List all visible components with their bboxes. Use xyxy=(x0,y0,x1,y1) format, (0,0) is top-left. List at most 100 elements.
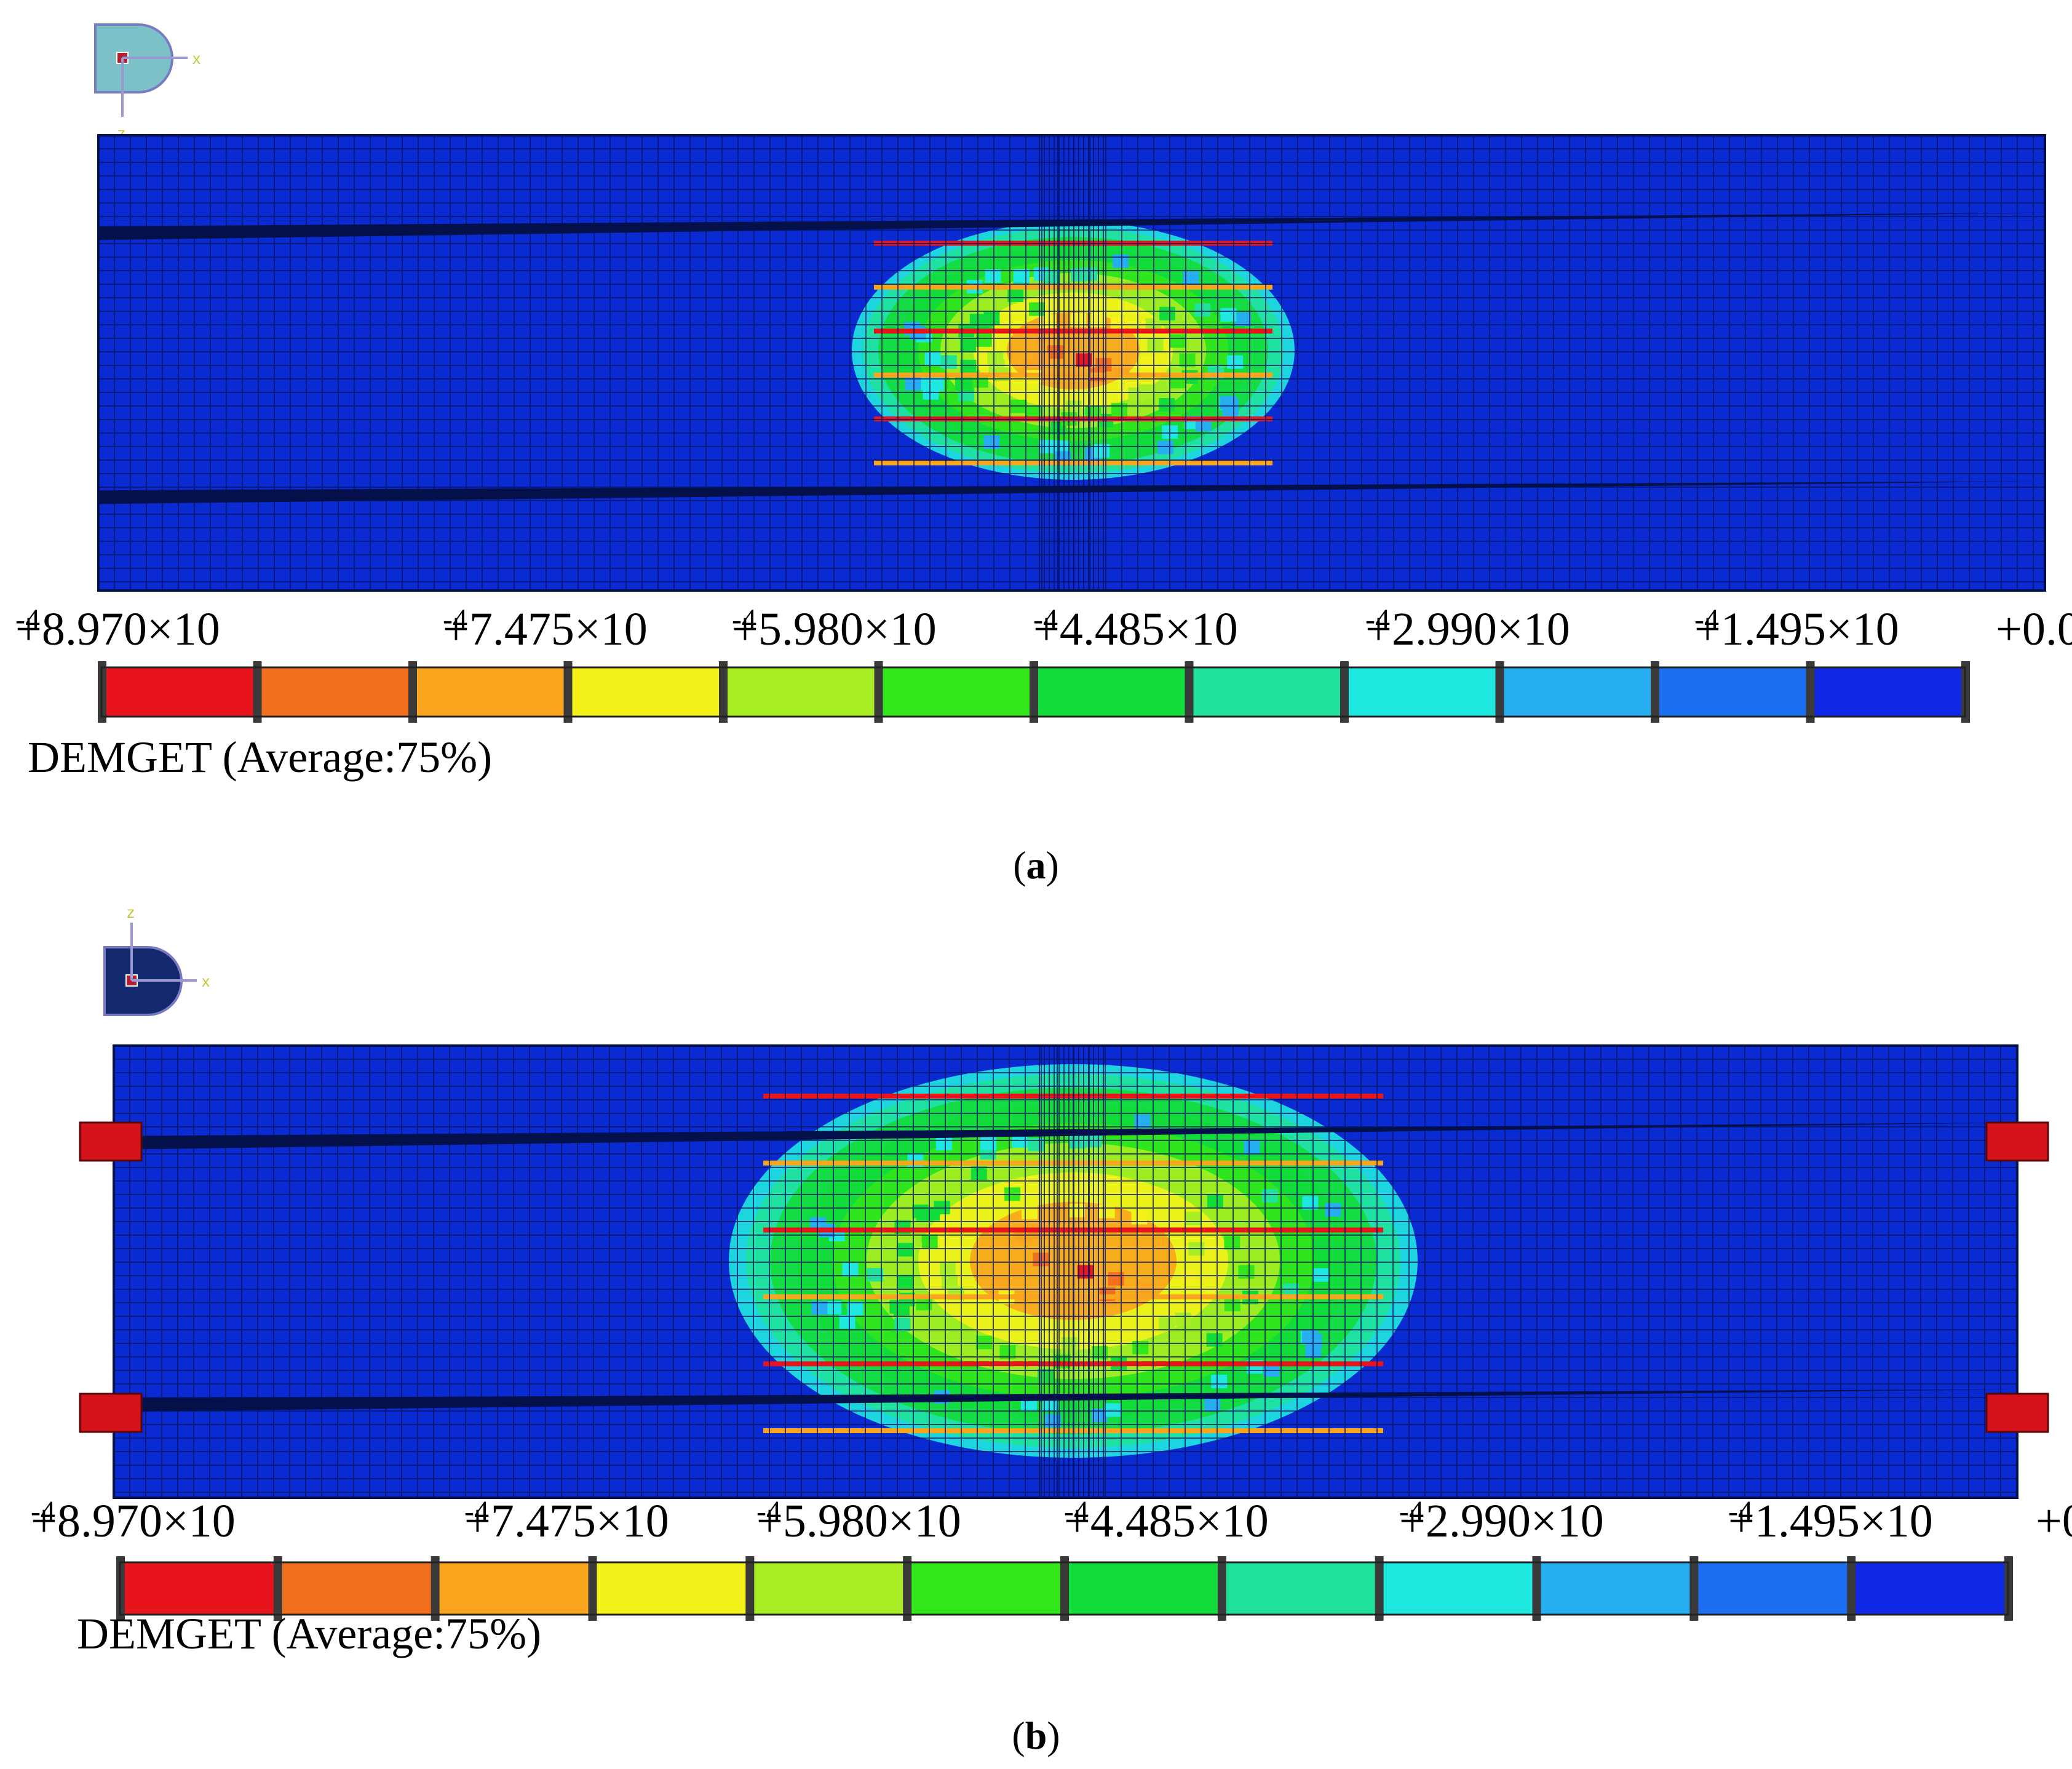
damage-cell xyxy=(1227,355,1244,369)
view-triad: xz xyxy=(103,903,210,1016)
legend-value: +5.980×10 -4 xyxy=(732,603,937,655)
colorbar-swatch xyxy=(567,667,723,717)
damage-cell xyxy=(1312,1268,1329,1282)
damage-cell xyxy=(960,359,977,373)
damage-cell xyxy=(1033,351,1049,365)
colorbar-swatch xyxy=(1809,667,1965,717)
damage-cell xyxy=(1170,334,1186,348)
colorbar-swatch xyxy=(412,667,568,717)
colorbar-tick xyxy=(1495,661,1504,723)
damage-cell xyxy=(924,352,941,366)
legend-values-b: +8.970×10 -4 +7.475×10 -4 +5.980×10 -4 +4.4… xyxy=(0,1495,2072,1556)
support-block xyxy=(1985,1393,2049,1433)
colorbar-tick xyxy=(588,1556,597,1621)
interface-line xyxy=(114,1389,2017,1412)
legend-values-a: +8.970×10 -4 +7.475×10 -4 +5.980×10 -4 +4.4… xyxy=(0,603,2072,664)
damage-cell xyxy=(1207,1194,1223,1208)
damage-cell xyxy=(867,1268,884,1282)
dense-mesh-band xyxy=(1039,135,1104,590)
damage-cell xyxy=(1077,1265,1094,1279)
caption-a: (a) xyxy=(1013,843,1059,887)
damage-cell xyxy=(1105,1403,1121,1417)
triad-x-label: x xyxy=(202,972,210,990)
damage-cell xyxy=(1175,1312,1191,1326)
colorbar-tick xyxy=(563,661,573,723)
damage-cell xyxy=(939,1262,956,1276)
colorbar-tick xyxy=(1185,661,1194,723)
damage-cell xyxy=(1238,1265,1255,1279)
colorbar-swatch xyxy=(907,1562,1064,1615)
contour-plot-a: xz xyxy=(94,23,2046,723)
colorbar-tick xyxy=(1532,1556,1541,1621)
damage-cell xyxy=(839,1314,855,1329)
damage-cell xyxy=(1261,1189,1278,1203)
legend-value: +1.495×10 -4 xyxy=(1728,1495,1933,1547)
damage-cell xyxy=(1302,1329,1319,1343)
legend-value: +4.485×10 -4 xyxy=(1033,603,1238,655)
damage-cell xyxy=(847,1302,863,1316)
damage-cell xyxy=(940,355,957,369)
interface-line xyxy=(114,1122,2017,1150)
damage-cell xyxy=(1159,398,1175,412)
damage-cell xyxy=(1186,1212,1202,1226)
damage-cell xyxy=(988,359,1005,373)
legend-value: +5.980×10 -4 xyxy=(756,1495,961,1547)
interface-line xyxy=(98,212,2045,241)
colorbar-tick xyxy=(1806,661,1815,723)
damage-cell xyxy=(810,1217,827,1231)
damage-cell xyxy=(1147,338,1164,352)
colorbar-swatch xyxy=(1033,667,1189,717)
damage-cell xyxy=(1131,1210,1148,1225)
colorbar-swatch xyxy=(1188,667,1344,717)
colorbar-tick xyxy=(1375,1556,1384,1621)
damage-cell xyxy=(811,1301,828,1315)
damage-cell xyxy=(999,1345,1016,1359)
legend-variable-a: DEMGET (Average:75%) xyxy=(28,733,493,782)
colorbar-swatch xyxy=(592,1562,750,1615)
damage-cell xyxy=(1007,288,1024,303)
damage-cell xyxy=(1283,1283,1300,1297)
colorbar-swatch xyxy=(120,1562,277,1615)
damage-cell xyxy=(1111,403,1127,417)
damage-cell xyxy=(975,1335,992,1350)
colorbar-swatch xyxy=(1851,1562,2008,1615)
caption-b: (b) xyxy=(1012,1714,1060,1757)
damage-cell xyxy=(1029,302,1046,316)
colorbar-tick xyxy=(1847,1556,1856,1621)
legend-value: +2.990×10 -4 xyxy=(1365,603,1570,655)
damage-cell xyxy=(1141,357,1158,371)
colorbar-tick xyxy=(1651,661,1659,723)
legend-value: +1.495×10 -4 xyxy=(1694,603,1899,655)
damage-cell xyxy=(971,1166,987,1180)
damage-cell xyxy=(972,374,988,388)
legend-value: +7.475×10 -4 xyxy=(464,1495,669,1547)
damage-cell xyxy=(1180,1270,1196,1284)
view-triad: xz xyxy=(94,23,200,142)
colorbar-frame xyxy=(119,1561,2009,1616)
damage-cell xyxy=(1135,1281,1152,1295)
damage-cell xyxy=(1068,1204,1085,1218)
damage-cell xyxy=(980,1136,997,1150)
damage-cell xyxy=(942,1274,958,1289)
colorbar-swatch xyxy=(256,667,412,717)
support-block xyxy=(79,1121,143,1162)
colorbar-tick xyxy=(1060,1556,1069,1621)
support-block xyxy=(1985,1121,2049,1162)
colorbar-tick xyxy=(1030,661,1038,723)
damage-cell xyxy=(1224,1236,1240,1250)
colorbar-swatch xyxy=(1221,1562,1379,1615)
contour-plot-b: xz xyxy=(79,903,2049,1621)
mesh-grid xyxy=(113,1045,2017,1498)
damage-cell xyxy=(1157,440,1174,455)
colorbar-swatch xyxy=(1064,1562,1221,1615)
damage-cell xyxy=(842,1263,859,1277)
colorbar-swatch xyxy=(434,1562,592,1615)
triad-x-label: x xyxy=(193,49,200,68)
beam-outline xyxy=(97,134,2046,592)
damage-cell xyxy=(1204,1398,1221,1412)
damage-cell xyxy=(1044,269,1060,284)
support-block xyxy=(79,1393,143,1433)
triad-z-label: z xyxy=(127,903,135,921)
colorbar-tick xyxy=(719,661,728,723)
